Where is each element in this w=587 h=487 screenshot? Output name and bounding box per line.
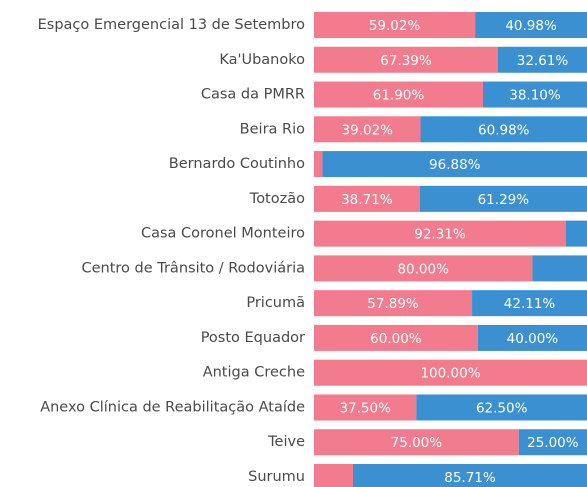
- value-label: 38.71%: [341, 192, 393, 208]
- bar-segment: [475, 12, 587, 38]
- category-label: Anexo Clínica de Reabilitação Ataíde: [40, 399, 305, 415]
- value-label: 62.50%: [476, 400, 528, 416]
- bar-segment: [518, 429, 587, 456]
- value-label: 25.00%: [527, 435, 579, 451]
- bar-segment: [314, 185, 420, 212]
- value-label: 85.71%: [444, 470, 496, 486]
- value-label: 96.88%: [429, 157, 481, 173]
- value-label: 32.61%: [517, 53, 569, 69]
- value-label: 60.98%: [478, 122, 530, 138]
- value-label: 92.31%: [414, 227, 466, 243]
- bar-segment: [497, 46, 587, 73]
- bar-segment: [314, 116, 421, 143]
- bar-segment: [314, 290, 473, 317]
- bar-segment: [314, 255, 533, 282]
- value-label: 61.29%: [478, 192, 530, 208]
- bar-segment: [314, 81, 483, 108]
- value-label: 37.50%: [339, 400, 391, 416]
- value-label: 61.90%: [373, 88, 425, 104]
- bar-segment: [416, 394, 587, 421]
- bar-segment: [314, 429, 519, 456]
- category-label: Beira Rio: [240, 121, 305, 137]
- bar-segment: [482, 81, 587, 108]
- category-label: Casa Coronel Monteiro: [141, 226, 305, 242]
- value-label: 40.00%: [507, 331, 559, 347]
- category-label: Casa da PMRR: [201, 87, 305, 103]
- value-label: 57.89%: [367, 296, 419, 312]
- bar-segment: [322, 151, 587, 178]
- category-label: Antiga Creche: [203, 365, 305, 381]
- bar-segment: [314, 324, 478, 351]
- bar-segment: [314, 151, 323, 178]
- value-label: 42.11%: [504, 296, 556, 312]
- bar-segment: [314, 464, 354, 487]
- bar-segment: [314, 359, 587, 386]
- value-label: 100.00%: [420, 366, 480, 382]
- bar-segment: [419, 185, 587, 212]
- category-label: Bernardo Coutinho: [169, 156, 305, 172]
- bar-segment: [477, 324, 587, 351]
- category-label: Totozão: [249, 191, 305, 207]
- bar-segment: [314, 394, 417, 421]
- bar-segment: [353, 464, 587, 487]
- bar-segment: [314, 12, 476, 38]
- bar-segment: [532, 255, 587, 282]
- category-label: Teive: [267, 434, 305, 450]
- bar-segment: [314, 46, 498, 73]
- value-label: 59.02%: [369, 18, 421, 34]
- category-label: Espaço Emergencial 13 de Setembro: [38, 17, 306, 33]
- bar-segment: [472, 290, 587, 317]
- category-label: Pricumã: [246, 295, 305, 311]
- value-label: 39.02%: [342, 122, 394, 138]
- category-label: Centro de Trânsito / Rodoviária: [81, 260, 305, 276]
- value-label: 40.98%: [505, 18, 557, 34]
- value-label: 67.39%: [380, 53, 432, 69]
- bar-segment: [314, 220, 567, 247]
- value-label: 75.00%: [391, 435, 443, 451]
- bar-segment: [420, 116, 587, 143]
- category-label: Ka'Ubanoko: [219, 52, 305, 68]
- value-label: 38.10%: [509, 88, 561, 104]
- value-label: 80.00%: [397, 261, 449, 277]
- category-label: Posto Equador: [201, 330, 305, 346]
- bar-segment: [566, 220, 587, 247]
- category-label: Surumu: [248, 469, 305, 485]
- value-label: 60.00%: [370, 331, 422, 347]
